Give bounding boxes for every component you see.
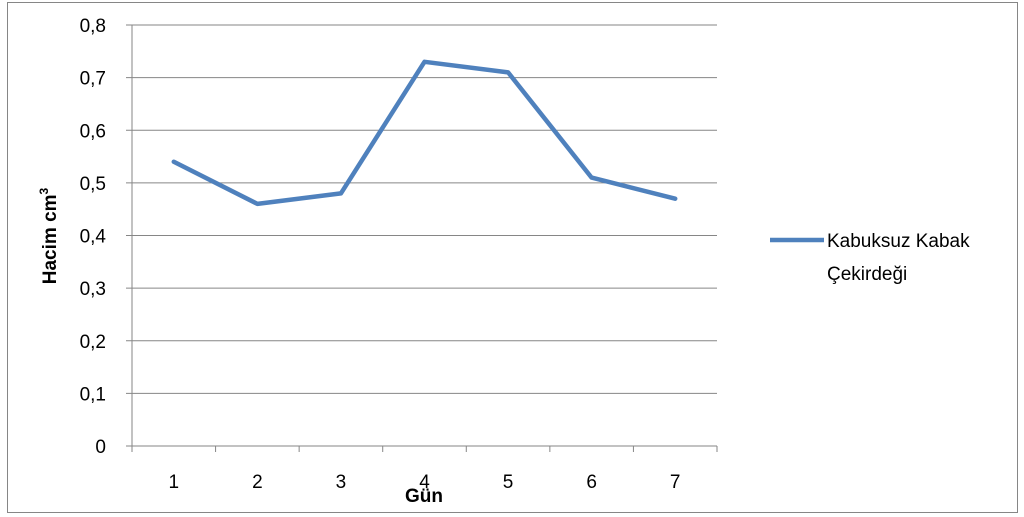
series-layer: [171, 59, 678, 207]
y-axis-title-text: Hacim cm: [40, 194, 61, 284]
x-tick-label: 6: [586, 472, 597, 493]
y-tick-label: 0,4: [80, 227, 107, 248]
y-tick-label: 0,2: [80, 332, 106, 353]
gridlines: [132, 24, 717, 394]
x-tick-label: 1: [168, 472, 179, 493]
x-tick-label: 7: [670, 472, 681, 493]
x-tick-label: 5: [503, 472, 514, 493]
y-tick-label: 0,8: [80, 16, 106, 37]
y-tick-label: 0,6: [80, 121, 106, 142]
y-tick-label: 0,3: [80, 279, 106, 300]
legend: Kabuksuz Kabak Çekirdeği: [770, 231, 970, 285]
legend-label-line-1: Kabuksuz Kabak: [827, 231, 970, 252]
y-tick-label: 0,7: [80, 69, 106, 90]
x-axis-title: Gün: [405, 486, 443, 507]
x-tick-label: 2: [252, 472, 263, 493]
y-tick-label: 0: [95, 437, 106, 458]
legend-label-line-2: Çekirdeği: [827, 264, 907, 285]
y-axis-ticks: 0 0,1 0,2 0,3 0,4 0,5 0,6 0,7 0,8: [80, 16, 132, 458]
y-tick-label: 0,5: [80, 174, 106, 195]
y-axis-title-superscript: 3: [37, 187, 51, 194]
y-tick-label: 0,1: [80, 384, 106, 405]
chart-frame: [7, 2, 1018, 513]
x-axis-ticks: 1 2 3 4 5 6 7: [131, 446, 718, 493]
x-tick-label: 3: [336, 472, 347, 493]
y-axis-title: Hacim cm3: [37, 187, 61, 284]
x-tick-label: 4: [419, 472, 430, 493]
